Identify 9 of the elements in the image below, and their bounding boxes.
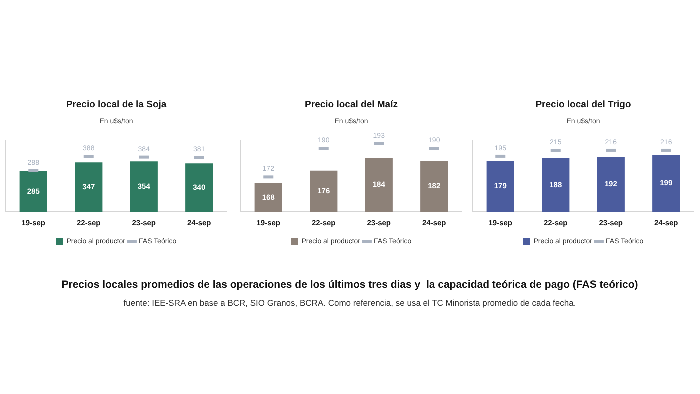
chart-title: Precio local de la Soja <box>66 99 168 110</box>
text: Precios locales promedios de las operaciones de los últimos tres dias y la capacidad teórica de pago (FAS teórico) <box>62 279 638 291</box>
bar <box>130 162 158 212</box>
chart-title: Precio local del Maíz <box>305 99 398 110</box>
bar <box>186 164 214 212</box>
bar <box>75 162 103 212</box>
source-note: fuente: IEE-SRA en base a BCR, SIO Granos, BCRA. Como referencia, se usa el TC Minorista promedio de cada fecha. <box>124 298 576 308</box>
chart-title: Precio local del Trigo <box>536 99 632 110</box>
bar <box>20 171 48 212</box>
